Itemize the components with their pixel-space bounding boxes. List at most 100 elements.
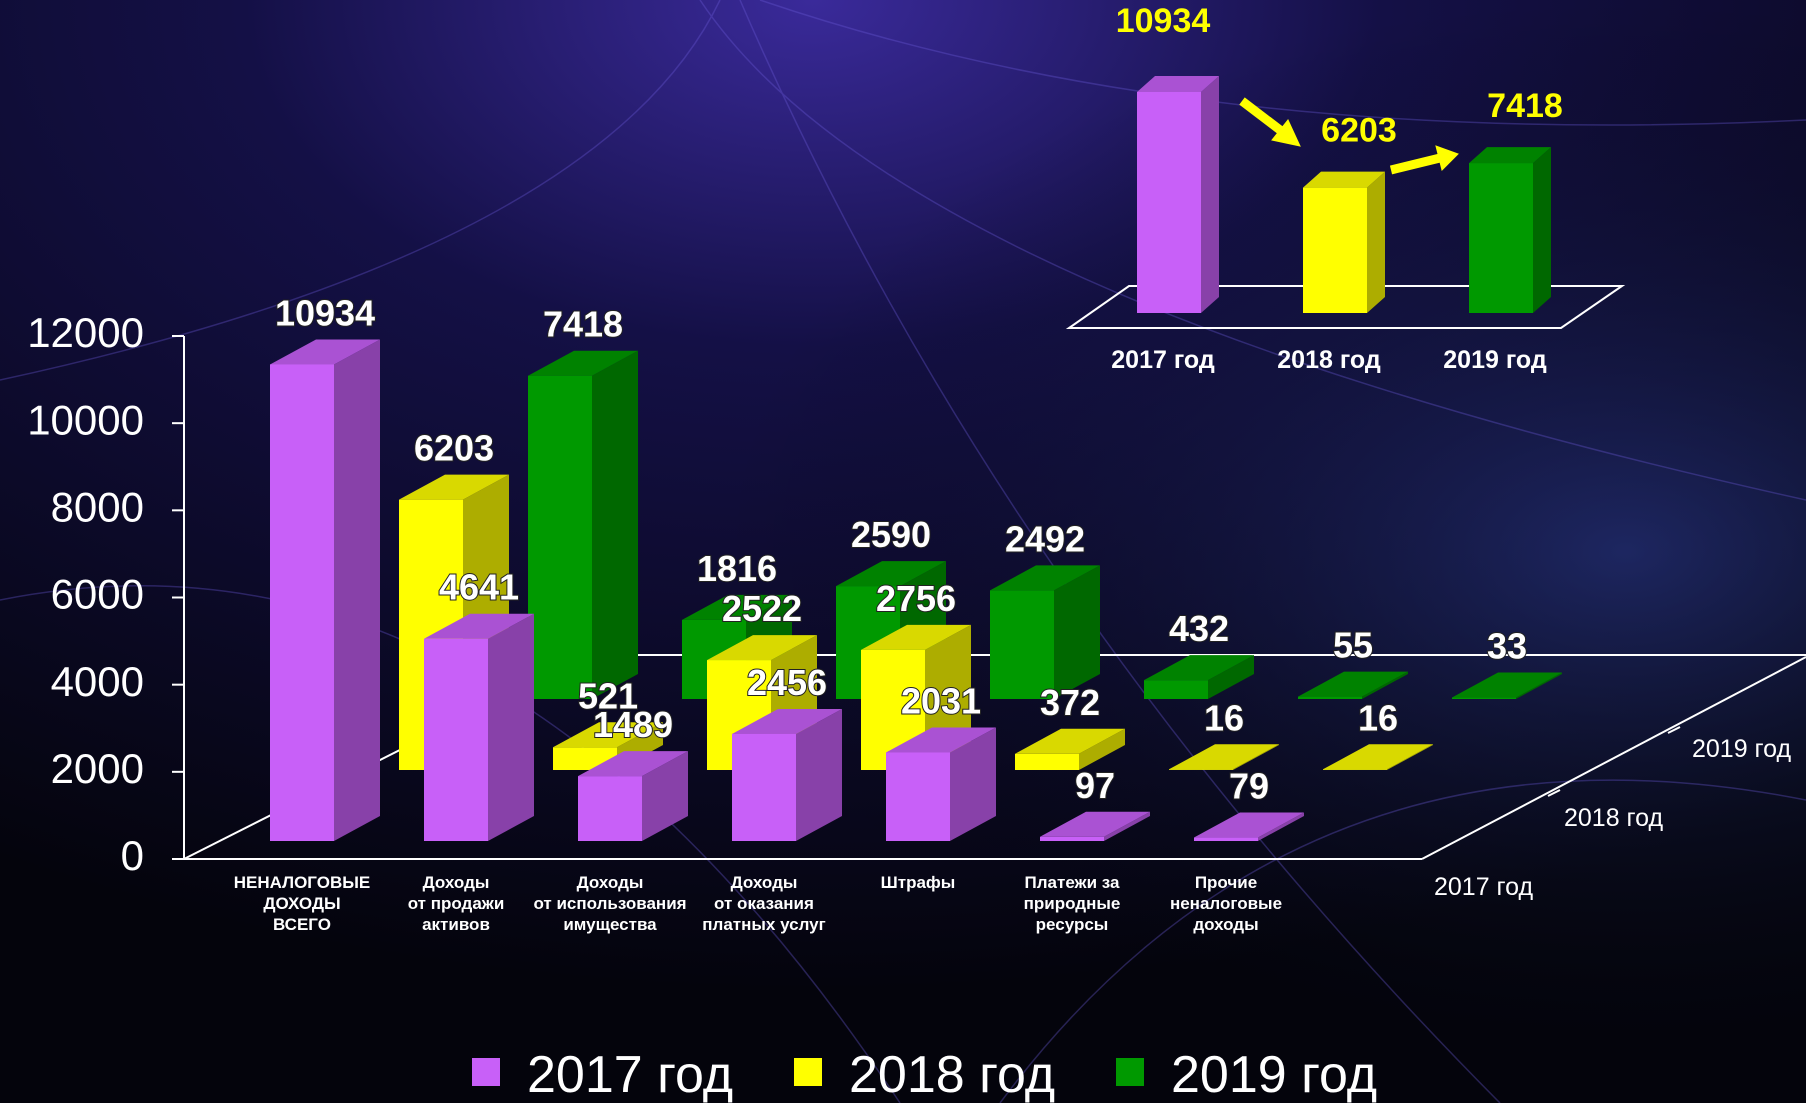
bar — [732, 708, 842, 841]
bar-front — [1144, 680, 1208, 699]
category-label: НЕНАЛОГОВЫЕ ДОХОДЫ ВСЕГО — [234, 873, 370, 934]
bar-side — [1367, 171, 1385, 313]
bar-top — [1144, 655, 1254, 681]
category-label: Доходы от использования имущества — [533, 873, 686, 934]
inset-category-label: 2018 год — [1277, 346, 1381, 374]
bar-side — [1516, 672, 1562, 699]
bar-top — [399, 474, 509, 500]
bar-front — [1040, 836, 1104, 841]
category-line: природные — [1024, 894, 1121, 913]
bar-side — [1079, 728, 1125, 770]
category-line: НЕНАЛОГОВЫЕ — [234, 873, 370, 892]
category-label: Доходы от оказания платных услуг — [702, 873, 825, 934]
bar-top — [836, 561, 946, 587]
bar — [578, 751, 688, 841]
bar-front — [1015, 753, 1079, 770]
inset-floor — [1065, 285, 1626, 329]
value-label: 2756 — [876, 578, 956, 619]
category-line: Доходы — [423, 873, 490, 892]
category-line: Платежи за — [1025, 873, 1120, 892]
category-label: Доходы от продажи активов — [408, 873, 505, 934]
y-tick-label: 6000 — [51, 571, 144, 618]
y-tick-label: 4000 — [51, 658, 144, 705]
bar-side — [642, 751, 688, 841]
value-label: 16 — [1204, 697, 1244, 738]
bar-side — [1208, 655, 1254, 699]
bar-side — [1104, 811, 1150, 841]
bar-top — [732, 708, 842, 734]
value-label: 1489 — [593, 704, 673, 745]
bar-front — [1194, 837, 1258, 841]
bar-top — [578, 751, 688, 777]
bar-side — [1054, 565, 1100, 699]
value-label: 2456 — [747, 662, 827, 703]
bar-front — [732, 733, 796, 841]
category-line: платных услуг — [702, 915, 825, 934]
bar — [1469, 147, 1551, 313]
bar-front — [990, 590, 1054, 699]
value-label: 521 — [578, 675, 638, 716]
bar-top — [1137, 76, 1219, 92]
bar-top — [270, 339, 380, 365]
bar-side — [1533, 147, 1551, 313]
category-line: ВСЕГО — [273, 915, 331, 934]
bar — [1298, 671, 1408, 699]
bar-front — [886, 752, 950, 841]
inset-value-label: 7418 — [1487, 87, 1563, 125]
bar-side — [1362, 671, 1408, 699]
inset-category-label: 2019 год — [1443, 346, 1547, 374]
category-line: ресурсы — [1036, 915, 1109, 934]
bar-top — [1194, 812, 1304, 838]
legend-swatch — [794, 1058, 822, 1086]
bar-front — [1303, 187, 1367, 313]
bar-front — [270, 364, 334, 841]
category-label: Штрафы — [881, 873, 956, 892]
bar — [1144, 655, 1254, 699]
bar-top — [1169, 744, 1279, 770]
inset-value-label: 6203 — [1321, 112, 1397, 150]
category-line: от продажи — [408, 894, 505, 913]
bar-top — [1323, 744, 1433, 770]
value-label: 372 — [1040, 682, 1100, 723]
category-line: активов — [422, 915, 490, 934]
value-label: 6203 — [414, 428, 494, 469]
category-line: от использования — [533, 894, 686, 913]
trend-arrows — [1239, 97, 1459, 175]
y-tick-label: 8000 — [51, 483, 144, 530]
category-line: от оказания — [714, 894, 814, 913]
category-line: Доходы — [731, 873, 798, 892]
value-label: 79 — [1229, 766, 1269, 807]
depth-label: 2018 год — [1564, 804, 1663, 832]
value-label: 2031 — [901, 680, 981, 721]
bar-side — [592, 350, 638, 699]
bar — [1137, 76, 1219, 313]
category-label: Прочие неналоговые доходы — [1170, 873, 1282, 934]
bar-front — [1469, 163, 1533, 313]
bar-front — [1323, 769, 1387, 770]
bar-top — [1303, 171, 1385, 188]
category-line: ДОХОДЫ — [263, 894, 340, 913]
bar-top — [424, 613, 534, 639]
bar-front — [1137, 92, 1201, 313]
value-label: 432 — [1169, 608, 1229, 649]
legend-label: 2017 год — [527, 1046, 733, 1103]
legend-label: 2019 год — [1171, 1046, 1377, 1103]
bar — [990, 565, 1100, 699]
value-label: 55 — [1333, 625, 1373, 666]
y-tick-label: 2000 — [51, 745, 144, 792]
legend-swatch — [1116, 1058, 1144, 1086]
legend-label: 2018 год — [849, 1046, 1055, 1103]
bar-front — [1452, 697, 1516, 699]
bar-side — [1201, 76, 1219, 313]
bar-side — [1258, 812, 1304, 841]
bar — [1303, 171, 1385, 313]
bar-side — [1233, 744, 1279, 770]
depth-label: 2017 год — [1434, 873, 1533, 901]
value-label: 2522 — [722, 588, 802, 629]
y-tick-label: 12000 — [27, 309, 144, 356]
bar-top — [886, 727, 996, 753]
category-label: Платежи за природные ресурсы — [1024, 873, 1121, 934]
bar — [528, 350, 638, 699]
category-line: неналоговые — [1170, 894, 1282, 913]
